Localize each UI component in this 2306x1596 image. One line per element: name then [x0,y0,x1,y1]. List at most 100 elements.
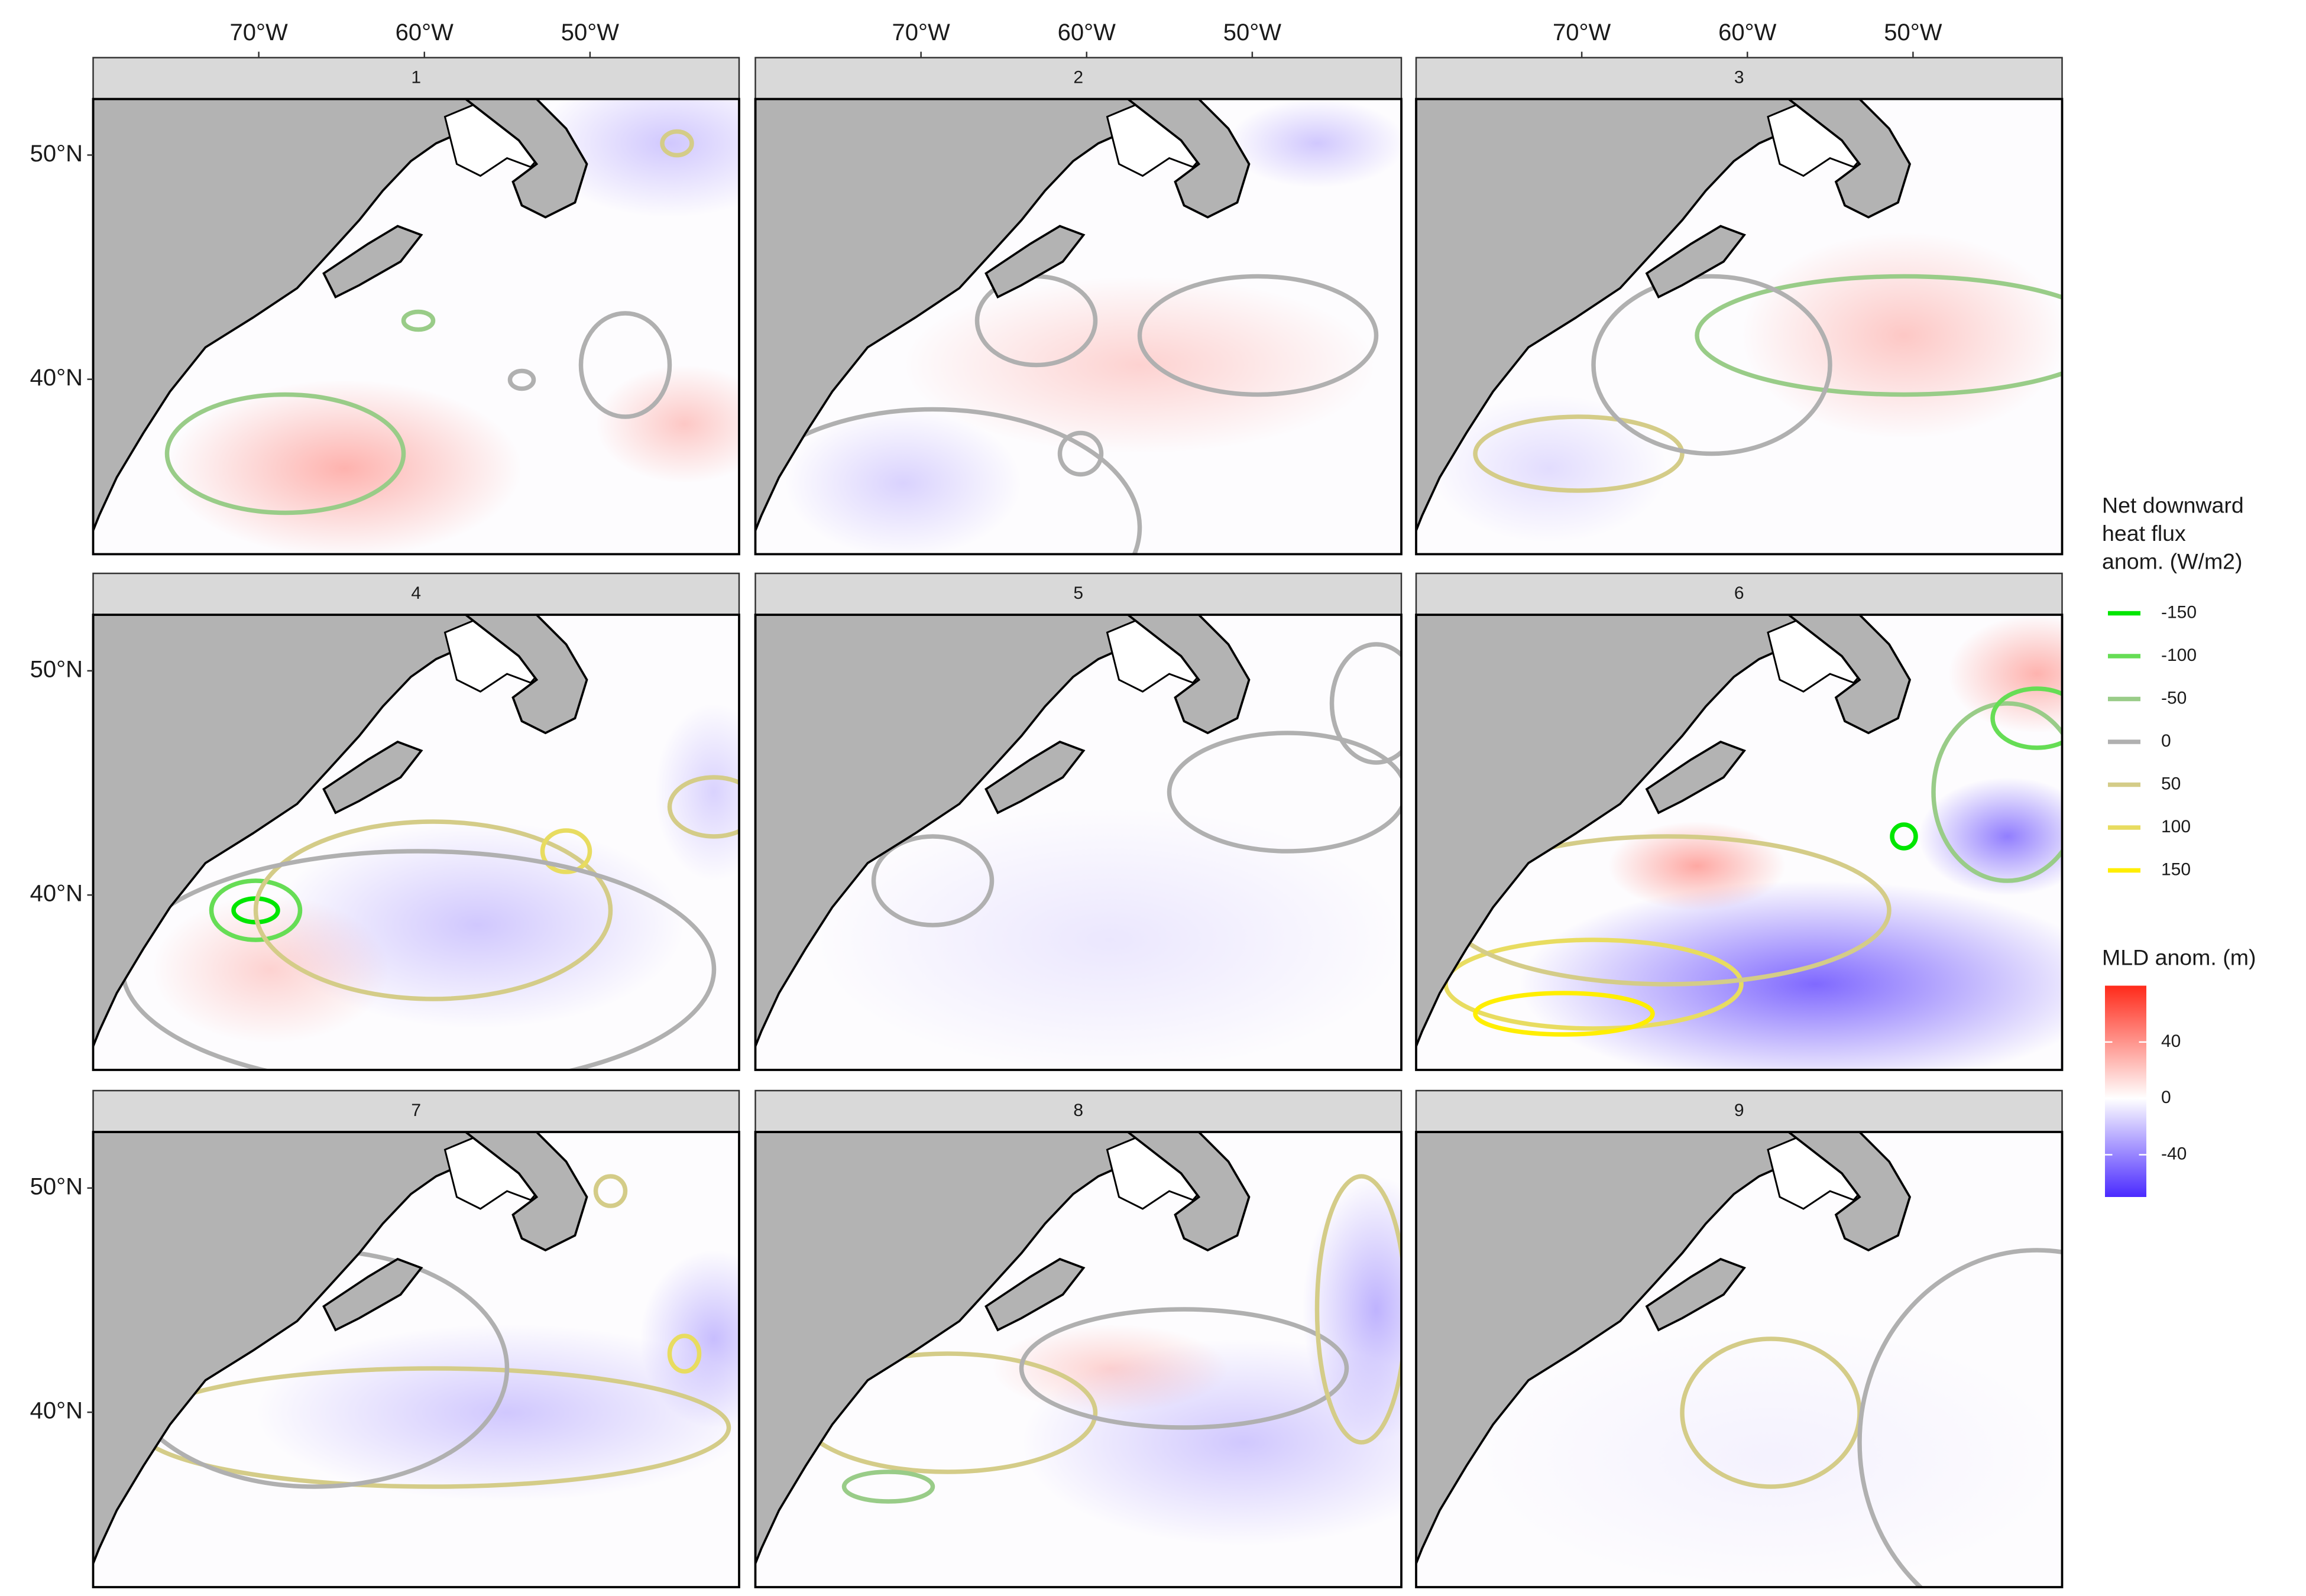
strip-label: 5 [1073,583,1083,603]
mld-field [903,276,1377,454]
strip-background [92,57,740,100]
x-tick-label: 70°W [1553,20,1611,46]
legend-title: heat flux [2102,521,2186,546]
x-tick-label: 70°W [892,20,950,46]
x-tick-label: 50°W [561,20,619,46]
map-panel [93,615,739,1070]
legend-title: anom. (W/m2) [2102,549,2243,573]
legend-label: -50 [2161,688,2187,708]
strip-label: 4 [411,583,421,603]
legend-title: Net downward [2102,492,2244,517]
panel-border [1415,614,2064,1071]
flux-contour [667,1334,702,1374]
strip-background [92,572,740,616]
flux-contour [1473,414,1685,493]
legend-label: 150 [2161,859,2191,879]
flux-contour [253,819,613,1001]
flux-contour [401,309,436,332]
x-tick-label: 60°W [1058,20,1116,46]
panel-border [754,1131,1403,1588]
panel-border [92,1131,740,1588]
map-panel [755,1132,1401,1587]
legend-label: 50 [2161,774,2181,793]
mld-field [1475,1324,2062,1587]
map-panel [1416,99,2062,554]
y-tick-label: 50°N [30,1173,83,1199]
strip-background [1415,1089,2063,1133]
colorbar-label: -40 [2161,1144,2187,1163]
panel-border [1415,98,2064,556]
strip-background [1415,572,2063,616]
flux-contour [660,129,694,158]
x-tick-label: 50°W [1884,20,1942,46]
mld-field [1302,1176,1401,1442]
legend-label: -150 [2161,602,2197,622]
strip-background [754,1089,1403,1133]
flux-contour [1473,991,1655,1037]
mld-field [785,409,1022,554]
legend-label: 100 [2161,817,2191,836]
flux-contour [1591,274,1832,456]
strip-label: 2 [1073,67,1083,87]
strip-label: 7 [411,1101,421,1120]
flux-contour [1931,701,2062,883]
colorbar-label: 40 [2161,1031,2181,1051]
strip-label: 6 [1734,583,1744,603]
flux-contour [841,1470,935,1504]
panel-border [754,614,1403,1071]
flux-contour [755,407,1142,554]
mld-field [595,365,739,484]
flux-contour [1329,642,1401,765]
map-panel [93,1132,739,1587]
strip-background [92,1089,740,1133]
colorbar [2105,985,2146,1197]
x-tick-label: 70°W [230,20,288,46]
strip-label: 1 [411,67,421,87]
map-panel [1416,1132,2062,1587]
mld-field [1919,777,2062,896]
map-panel [755,99,1401,554]
map-panel [93,99,739,554]
panel-border [92,98,740,556]
legend-label: -100 [2161,645,2197,665]
flux-contour [1137,274,1379,397]
map-panel [1416,615,2062,1070]
mld-field [814,807,1401,1070]
flux-contour [578,311,672,419]
flux-contour [1167,731,1401,854]
strip-label: 9 [1734,1101,1744,1120]
y-tick-label: 40°N [30,1398,83,1424]
y-tick-label: 50°N [30,656,83,682]
strip-background [754,572,1403,616]
mld-field [536,99,739,218]
strip-label: 8 [1073,1101,1083,1120]
flux-contour [593,1174,628,1208]
strip-background [754,57,1403,100]
mld-field [1608,822,1786,910]
y-tick-label: 40°N [30,365,83,391]
flux-contour [209,878,303,942]
flux-contour [1057,430,1104,477]
y-tick-label: 40°N [30,881,83,907]
x-tick-label: 60°W [1718,20,1776,46]
mld-field [1228,99,1401,188]
x-tick-label: 60°W [396,20,454,46]
flux-contour [1857,1248,2062,1587]
mld-field [1520,881,2062,1070]
y-tick-label: 50°N [30,141,83,167]
strip-label: 3 [1734,67,1744,87]
flux-contour [164,392,406,515]
flux-contour [1019,1307,1349,1430]
flux-contour [540,828,592,874]
mld-field [1948,615,2062,733]
map-panel [755,615,1401,1070]
legend-label: 0 [2161,731,2171,751]
flux-contour [1314,1174,1401,1445]
mld-field [992,1324,1229,1413]
colorbar-label: 0 [2161,1088,2171,1107]
flux-contour [1990,686,2062,750]
flux-contour [871,834,995,927]
mld-field [152,896,389,1043]
